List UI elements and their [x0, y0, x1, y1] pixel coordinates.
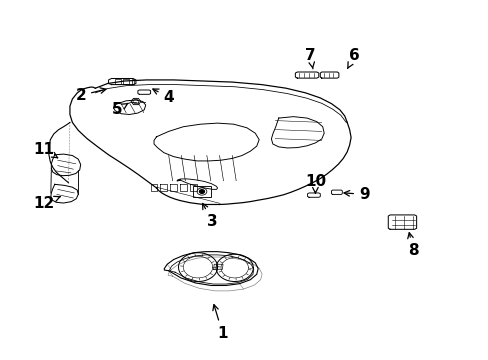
Text: 11: 11 [34, 142, 58, 158]
Text: 1: 1 [212, 305, 227, 341]
Bar [193, 186, 210, 197]
Text: 12: 12 [33, 196, 60, 211]
Text: 2: 2 [75, 88, 106, 103]
Text: 10: 10 [304, 174, 325, 193]
Text: 4: 4 [153, 89, 174, 105]
Text: 6: 6 [347, 48, 359, 69]
Circle shape [199, 190, 204, 193]
Text: 7: 7 [305, 48, 315, 69]
Text: 9: 9 [344, 187, 369, 202]
Text: 5: 5 [112, 102, 128, 117]
Text: 8: 8 [407, 233, 418, 258]
Text: 3: 3 [202, 203, 218, 229]
